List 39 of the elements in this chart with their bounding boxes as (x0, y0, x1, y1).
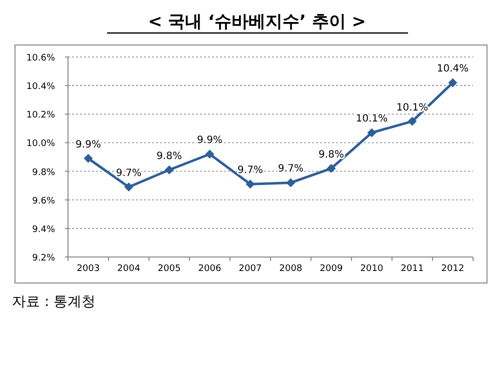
x-tick-label: 2004 (117, 264, 140, 274)
data-label: 9.9% (76, 139, 101, 150)
point (408, 116, 417, 126)
x-tick-label: 2006 (198, 264, 222, 274)
y-tick-label: 10.4% (26, 82, 56, 92)
x-tick-label: 2005 (158, 264, 181, 274)
x-tick-label: 2003 (76, 264, 100, 274)
y-tick-label: 9.6% (32, 196, 56, 206)
data-label: 9.7% (238, 165, 263, 176)
y-tick-label: 10.6% (26, 54, 56, 64)
point (367, 128, 376, 138)
point (326, 164, 336, 173)
y-tick-label: 10.0% (26, 139, 56, 150)
data-label: 9.7% (278, 164, 304, 175)
data-label: 9.8% (318, 149, 344, 160)
point (246, 180, 255, 189)
x-tick-label: 2012 (441, 264, 464, 274)
text: 자료 : 통계청 (12, 294, 96, 310)
data-label: 9.9% (197, 135, 222, 146)
y-tick-label: 10.2% (26, 110, 56, 121)
data-label: 10.4% (436, 64, 469, 75)
x-tick-label: 2010 (360, 264, 384, 274)
x-tick-label: 2009 (320, 264, 343, 274)
y-tick-label: 9.4% (32, 224, 56, 235)
chart-title: < 국내 ‘슈바베지수’ 추이 > (148, 12, 366, 32)
x-tick-label: 2011 (400, 264, 424, 274)
y-tick-label: 9.2% (32, 254, 56, 264)
x-tick-label: 2008 (279, 264, 302, 274)
data-label: 10.1% (356, 114, 388, 125)
point (448, 78, 458, 88)
point (124, 182, 134, 192)
y-tick-label: 9.8% (32, 168, 56, 178)
point (286, 178, 296, 188)
x-tick-label: 2007 (238, 264, 262, 274)
point (84, 154, 93, 163)
point (205, 150, 214, 159)
data-label: 9.7% (116, 168, 142, 179)
point (164, 165, 174, 174)
data-label: 9.8% (156, 150, 182, 162)
